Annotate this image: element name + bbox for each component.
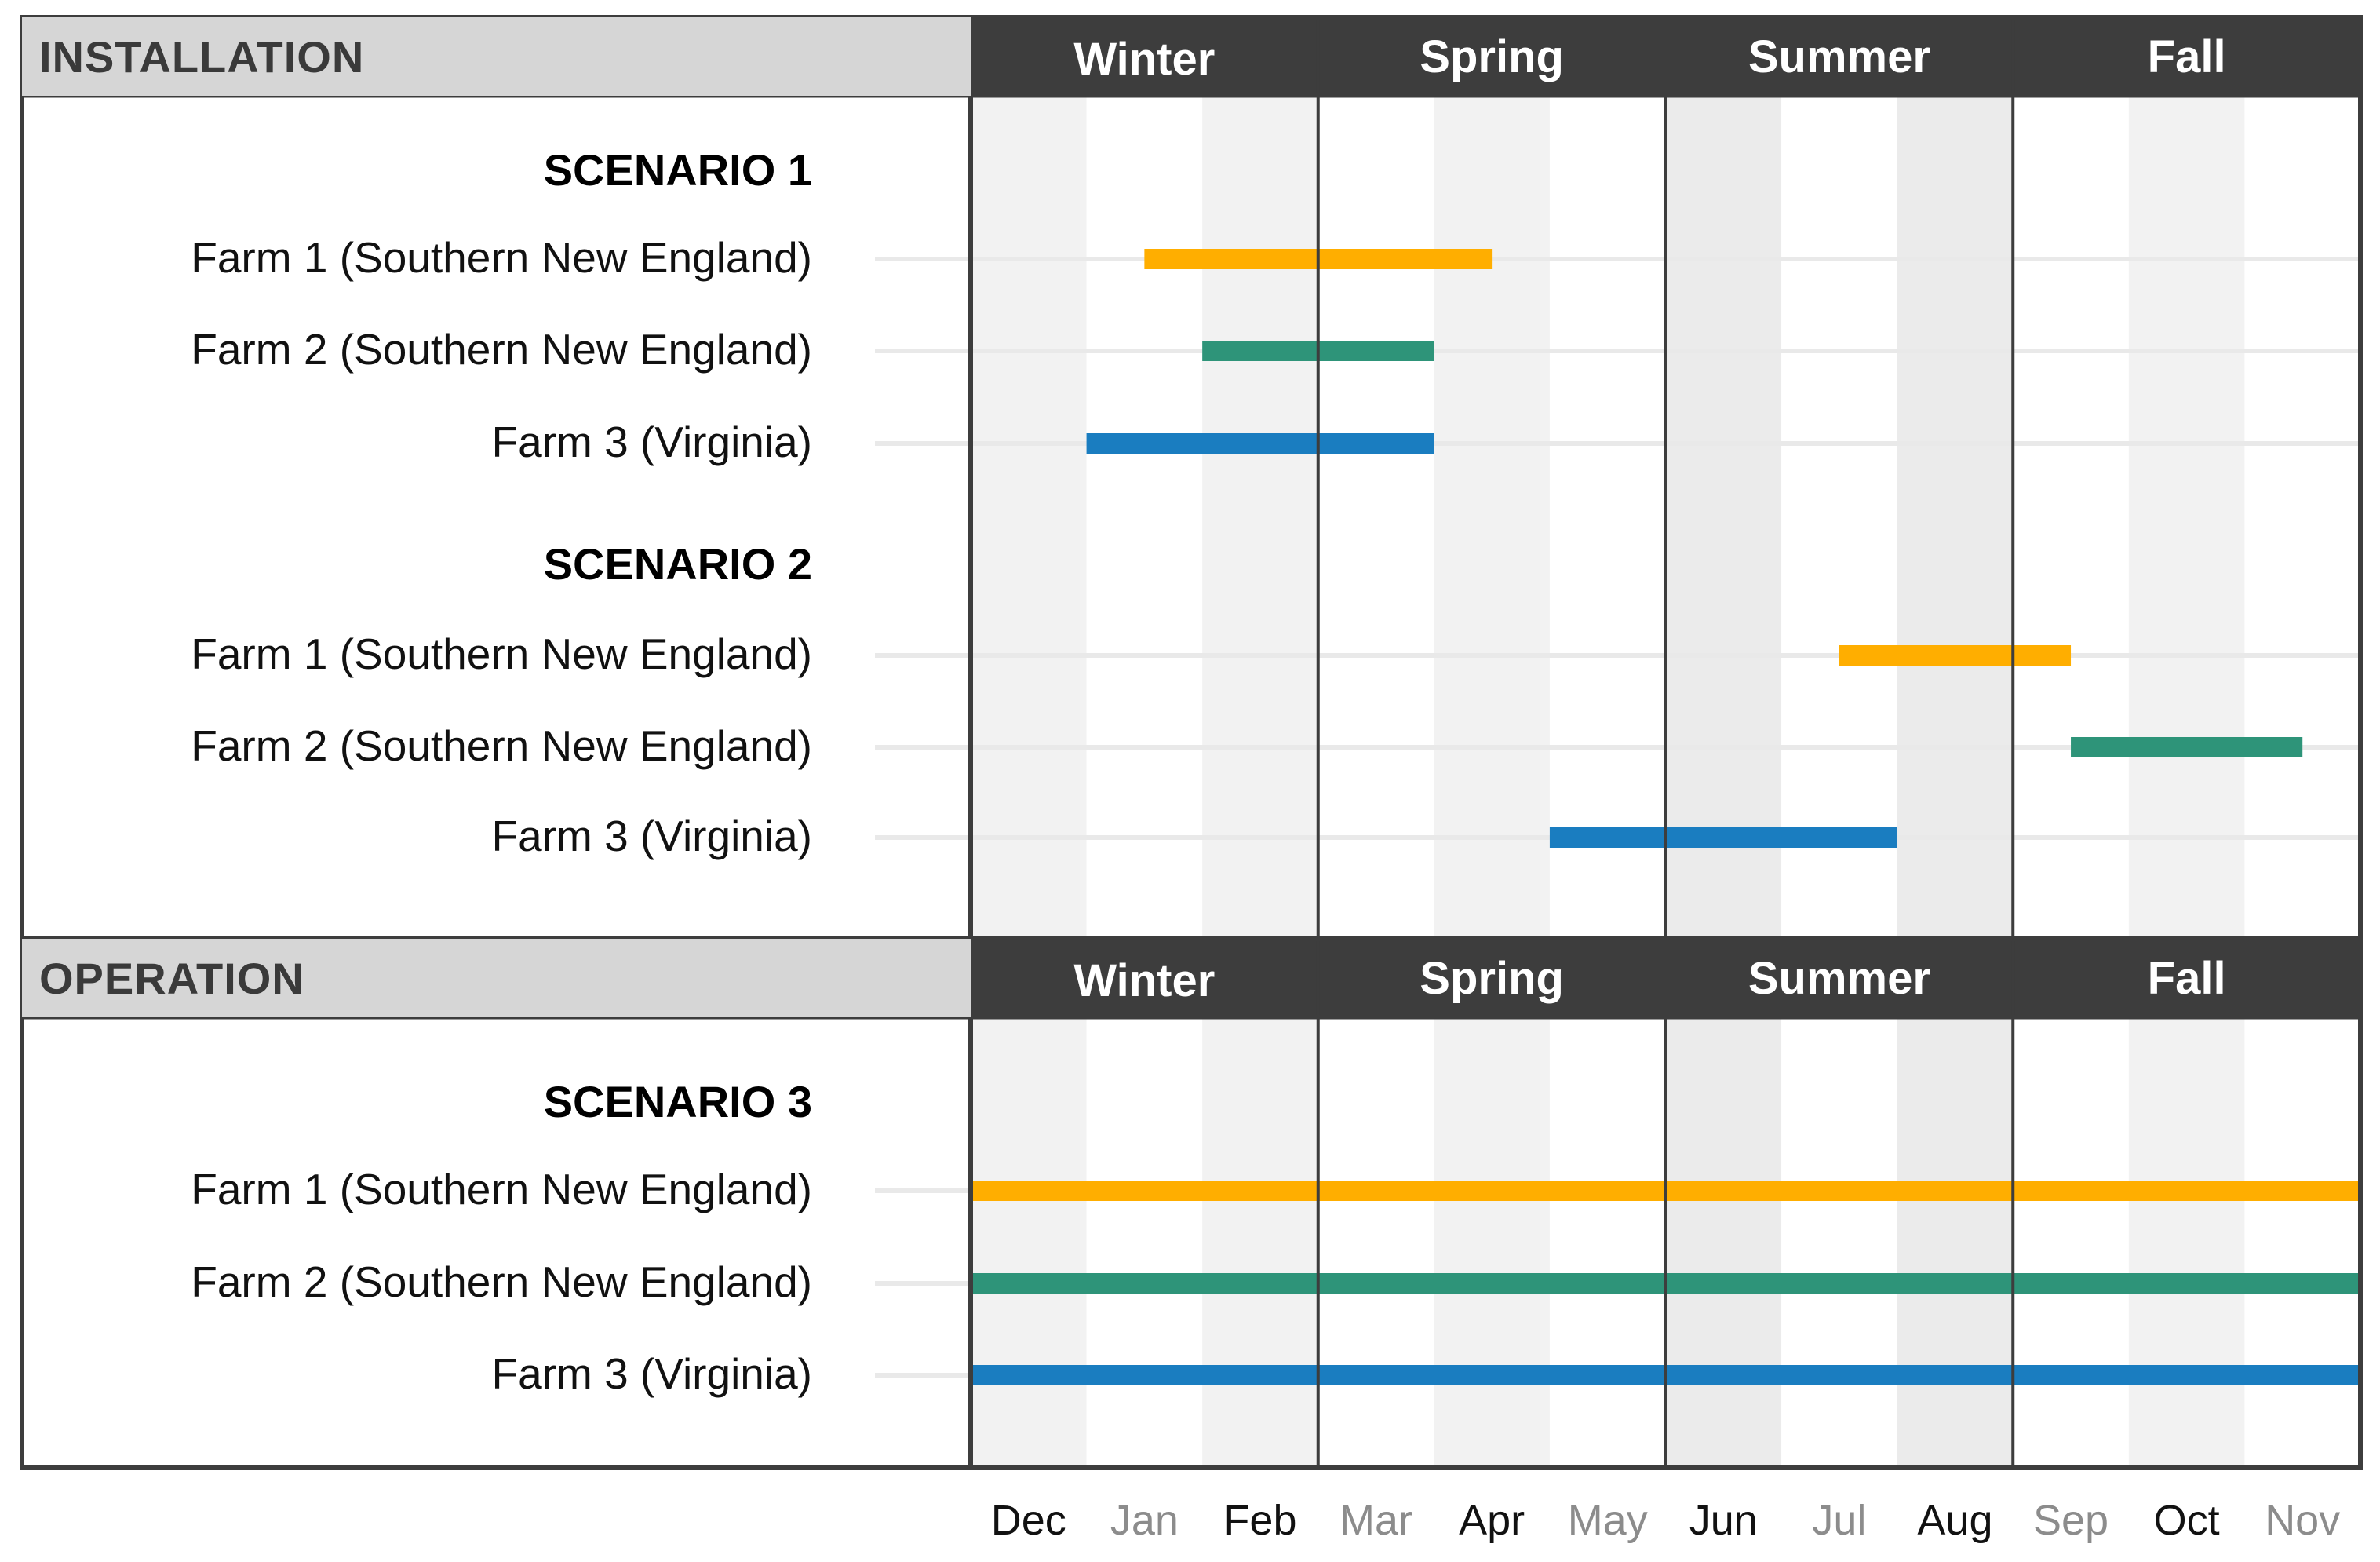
month-tick-label: Jun [1689, 1497, 1758, 1544]
month-stripe [1897, 1017, 2014, 1468]
scenario-title: SCENARIO 1 [543, 145, 812, 195]
month-tick-label: Apr [1459, 1497, 1525, 1544]
gantt-bar [1086, 433, 1434, 454]
row-guide-line [875, 441, 2360, 446]
season-label: Summer [1748, 31, 1930, 82]
month-stripe [2128, 1017, 2245, 1468]
gantt-bar [2071, 737, 2303, 757]
farm-label: Farm 2 (Southern New England) [191, 325, 812, 374]
gantt-bar [1549, 827, 1897, 848]
month-tick-label: Nov [2265, 1497, 2341, 1544]
farm-label: Farm 2 (Southern New England) [191, 721, 812, 770]
month-stripe [1202, 1017, 1318, 1468]
farm-label: Farm 1 (Southern New England) [191, 233, 812, 282]
gantt-bar [1839, 645, 2072, 666]
month-stripe [1434, 1017, 1550, 1468]
section-title: OPERATION [22, 939, 971, 1017]
month-stripe [1434, 96, 1550, 939]
farm-label: Farm 1 (Southern New England) [191, 1165, 812, 1213]
row-guide-line [875, 745, 2360, 750]
chart-frame [20, 15, 2363, 1470]
month-stripe [1665, 96, 1782, 939]
row-guide-line [875, 257, 2360, 261]
month-stripe [971, 96, 1087, 939]
farm-label: Farm 3 (Virginia) [491, 812, 812, 860]
month-stripe [1202, 96, 1318, 939]
month-stripe [971, 1017, 1087, 1468]
season-label: Fall [2147, 31, 2226, 82]
month-tick-label: Aug [1917, 1497, 1993, 1544]
month-stripe [2128, 96, 2245, 939]
month-tick-label: Oct [2153, 1497, 2220, 1544]
month-tick-label: Dec [990, 1497, 1066, 1544]
month-tick-label: Jan [1110, 1497, 1179, 1544]
farm-label: Farm 3 (Virginia) [491, 418, 812, 466]
month-tick-label: Mar [1339, 1497, 1413, 1544]
season-label: Fall [2147, 952, 2226, 1004]
month-stripe [1665, 1017, 1782, 1468]
row-guide-line [875, 653, 2360, 658]
month-tick-label: May [1567, 1497, 1648, 1544]
scenario-title: SCENARIO 2 [543, 539, 812, 589]
farm-label: Farm 2 (Southern New England) [191, 1257, 812, 1306]
farm-label: Farm 3 (Virginia) [491, 1349, 812, 1398]
section-title: INSTALLATION [22, 17, 971, 96]
month-tick-label: Feb [1223, 1497, 1297, 1544]
month-tick-label: Jul [1812, 1497, 1867, 1544]
scenario-title: SCENARIO 3 [543, 1077, 812, 1126]
row-guide-line [875, 349, 2360, 353]
month-stripe [1897, 96, 2014, 939]
season-label: Spring [1420, 31, 1564, 82]
season-label: Spring [1420, 952, 1564, 1004]
season-label: Summer [1748, 952, 1930, 1004]
farm-label: Farm 1 (Southern New England) [191, 630, 812, 678]
season-label: Winter [1073, 954, 1216, 1006]
season-label: Winter [1073, 33, 1216, 85]
month-tick-label: Sep [2032, 1497, 2109, 1544]
